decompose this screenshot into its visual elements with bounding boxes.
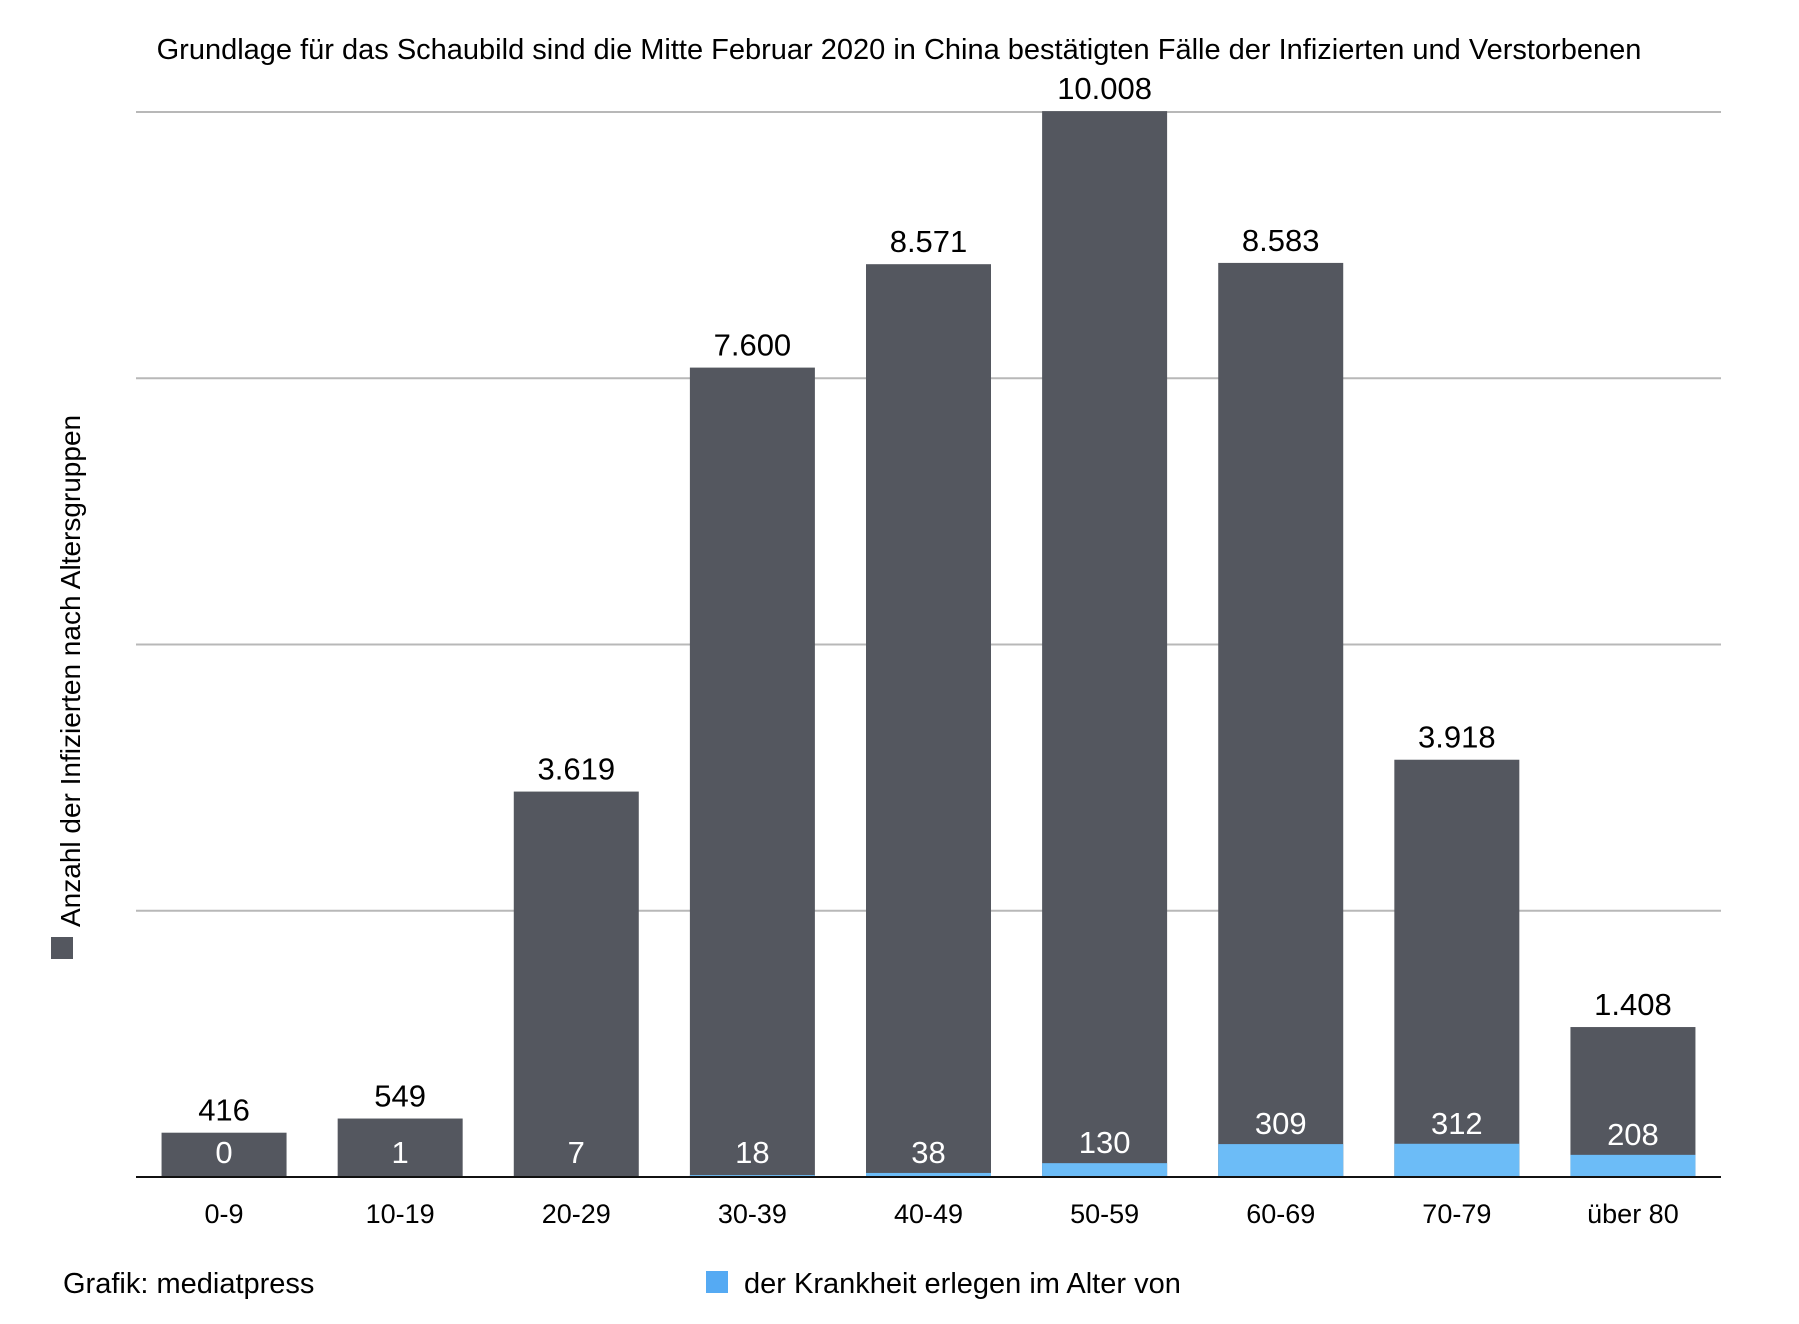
data-label-deaths: 0 (215, 1135, 232, 1170)
bar-infected-30-39 (689, 367, 815, 1178)
x-tick-label: 10-19 (366, 1199, 435, 1229)
data-label-deaths: 309 (1255, 1106, 1307, 1141)
credit-text: Grafik: mediatpress (63, 1268, 314, 1300)
x-tick-label: 0-9 (205, 1199, 244, 1229)
bar-infected-0-9 (161, 1132, 287, 1177)
x-tick-label: 40-49 (894, 1199, 963, 1229)
data-label-deaths: 1 (392, 1135, 409, 1170)
bar-deaths-über-80 (1570, 1154, 1696, 1177)
bar-infected-70-79 (1394, 759, 1520, 1177)
data-label-deaths: 312 (1431, 1106, 1483, 1141)
bar-deaths-40-49 (866, 1172, 991, 1177)
data-label-deaths: 38 (911, 1135, 945, 1170)
bar-deaths-70-79 (1394, 1143, 1520, 1177)
bar-deaths-50-59 (1042, 1163, 1168, 1177)
bar-deaths-60-69 (1218, 1144, 1344, 1177)
chart-title: Grundlage für das Schaubild sind die Mit… (157, 34, 1642, 66)
x-tick-label: 60-69 (1246, 1199, 1315, 1229)
x-tick-label: 30-39 (718, 1199, 787, 1229)
data-label-infected: 416 (198, 1093, 250, 1128)
data-label-infected: 3.619 (537, 752, 615, 787)
bar-infected-20-29 (513, 791, 639, 1177)
data-label-infected: 8.583 (1242, 223, 1320, 258)
legend-deaths-label: der Krankheit erlegen im Alter von (744, 1268, 1181, 1300)
legend-infected: Anzahl der Infizierten nach Altersgruppe… (51, 415, 86, 959)
legend-deaths-swatch (706, 1271, 728, 1293)
legend-infected-label: Anzahl der Infizierten nach Altersgruppe… (55, 415, 86, 927)
x-tick-label: über 80 (1587, 1199, 1679, 1229)
bar-infected-10-19 (337, 1118, 463, 1177)
legend-infected-swatch (51, 937, 73, 959)
data-label-infected: 8.571 (890, 224, 968, 259)
bar-infected-über-80 (1570, 1027, 1696, 1177)
bar-infected-40-49 (866, 264, 991, 1178)
data-label-infected: 7.600 (714, 328, 792, 363)
data-label-infected: 3.918 (1418, 720, 1496, 755)
data-label-deaths: 130 (1079, 1125, 1131, 1160)
bars-infected (161, 111, 1696, 1178)
x-tick-label: 20-29 (542, 1199, 611, 1229)
bars-deaths (337, 1143, 1696, 1177)
data-label-deaths: 208 (1607, 1117, 1659, 1152)
bar-infected-50-59 (1042, 111, 1168, 1178)
data-label-deaths: 7 (568, 1135, 585, 1170)
legend-deaths: der Krankheit erlegen im Alter von (706, 1268, 1181, 1300)
x-tick-label: 50-59 (1070, 1199, 1139, 1229)
data-label-infected: 1.408 (1594, 987, 1672, 1022)
x-tick-label: 70-79 (1422, 1199, 1491, 1229)
data-label-infected: 549 (374, 1079, 426, 1114)
labels-infected: 416 549 3.619 7.600 8.571 10.008 8.583 3.918 1.4… (198, 71, 1672, 1128)
data-label-deaths: 18 (735, 1135, 769, 1170)
data-label-infected: 10.008 (1057, 71, 1152, 106)
x-tick-labels: 0-9 10-19 20-29 30-39 40-49 50-59 60-69 70-79 üb… (205, 1199, 1679, 1229)
labels-deaths: 0 1 7 18 38 130 309 312 208 (215, 1106, 1658, 1170)
bar-infected-60-69 (1218, 262, 1344, 1177)
